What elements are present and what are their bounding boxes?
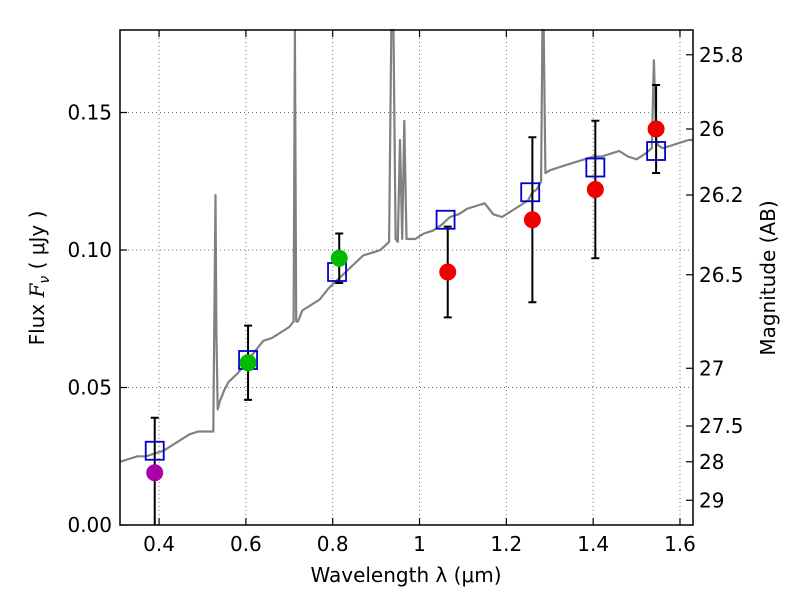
x-tick-label: 1 <box>413 532 426 556</box>
grid-lines <box>120 30 693 525</box>
y-axis-label-symbol: F <box>25 282 49 298</box>
y2-tick-label: 26.5 <box>699 263 744 287</box>
spectrum-layer <box>119 28 693 463</box>
y-axis-label: Flux Fν ( μJy ) <box>25 211 53 346</box>
y-axis-label-subscript: ν <box>37 276 53 284</box>
model-photometry-square <box>646 141 667 161</box>
axis-ticks <box>120 30 693 526</box>
plot-frame <box>119 29 694 526</box>
observed-point <box>330 249 348 267</box>
observed-point <box>439 263 457 281</box>
y2-tick-label: 26 <box>699 117 724 141</box>
y2-tick-label: 27.5 <box>699 414 744 438</box>
y2-tick-label: 29 <box>699 488 724 512</box>
y2-tick-label: 27 <box>699 356 724 380</box>
model-photometry-square <box>585 157 606 178</box>
markers <box>144 120 667 482</box>
spectrum-line <box>119 28 693 463</box>
y-tick-label: 0.00 <box>67 513 112 537</box>
y-tick-label: 0.05 <box>67 376 112 400</box>
y-axis-label-suffix: ( μJy ) <box>25 211 49 276</box>
x-tick-label: 0.6 <box>230 532 262 556</box>
y2-axis-label: Magnitude (AB) <box>756 200 780 355</box>
observed-point <box>146 464 164 482</box>
x-tick-label: 0.8 <box>317 532 349 556</box>
y2-tick-label: 25.8 <box>699 43 744 67</box>
y-axis-label-prefix: Flux <box>25 297 49 345</box>
y2-tick-label: 28 <box>699 450 724 474</box>
x-tick-label: 1.2 <box>490 532 522 556</box>
observed-point <box>647 120 665 138</box>
y-tick-label: 0.15 <box>67 101 112 125</box>
x-axis-label: Wavelength λ (μm) <box>310 563 501 587</box>
x-tick-label: 1.4 <box>577 532 609 556</box>
observed-point <box>586 181 604 198</box>
model-photometry-square <box>144 440 165 461</box>
tick-labels: 0.4 0.6 0.8 1 1.2 1.4 1.6 0.00 0.05 0.10 0.15 25.8 2… <box>67 43 743 556</box>
x-tick-label: 1.6 <box>664 532 696 556</box>
model-photometry-square <box>520 182 541 203</box>
observed-point <box>239 354 257 372</box>
y-tick-label: 0.10 <box>67 238 112 262</box>
y2-tick-label: 26.2 <box>699 183 744 207</box>
model-photometry-square <box>435 209 456 230</box>
observed-point <box>523 211 541 229</box>
x-tick-label: 0.4 <box>143 532 175 556</box>
